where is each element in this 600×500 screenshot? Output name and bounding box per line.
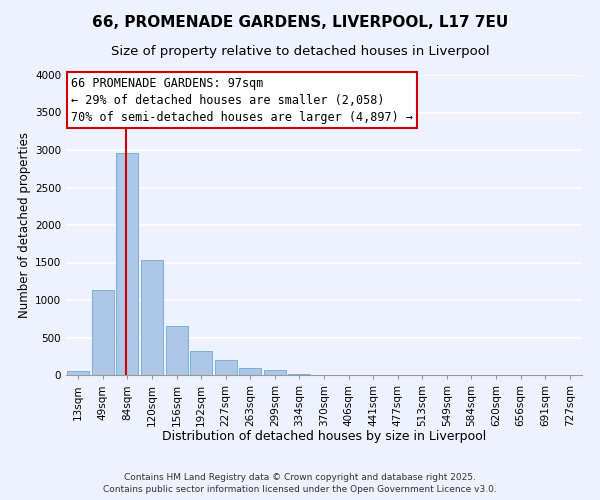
Bar [141,260,163,375]
Bar [116,153,139,375]
Text: 66 PROMENADE GARDENS: 97sqm
← 29% of detached houses are smaller (2,058)
70% of : 66 PROMENADE GARDENS: 97sqm ← 29% of det… [71,76,413,124]
Bar [92,290,114,375]
Bar [166,326,188,375]
Bar [264,370,286,375]
Bar [289,374,310,375]
Bar [239,368,262,375]
Text: Contains public sector information licensed under the Open Government Licence v3: Contains public sector information licen… [103,485,497,494]
Bar [190,351,212,375]
X-axis label: Distribution of detached houses by size in Liverpool: Distribution of detached houses by size … [162,430,486,444]
Y-axis label: Number of detached properties: Number of detached properties [18,132,31,318]
Bar [67,371,89,375]
Text: 66, PROMENADE GARDENS, LIVERPOOL, L17 7EU: 66, PROMENADE GARDENS, LIVERPOOL, L17 7E… [92,15,508,30]
Text: Size of property relative to detached houses in Liverpool: Size of property relative to detached ho… [110,45,490,58]
Text: Contains HM Land Registry data © Crown copyright and database right 2025.: Contains HM Land Registry data © Crown c… [124,474,476,482]
Bar [215,360,237,375]
